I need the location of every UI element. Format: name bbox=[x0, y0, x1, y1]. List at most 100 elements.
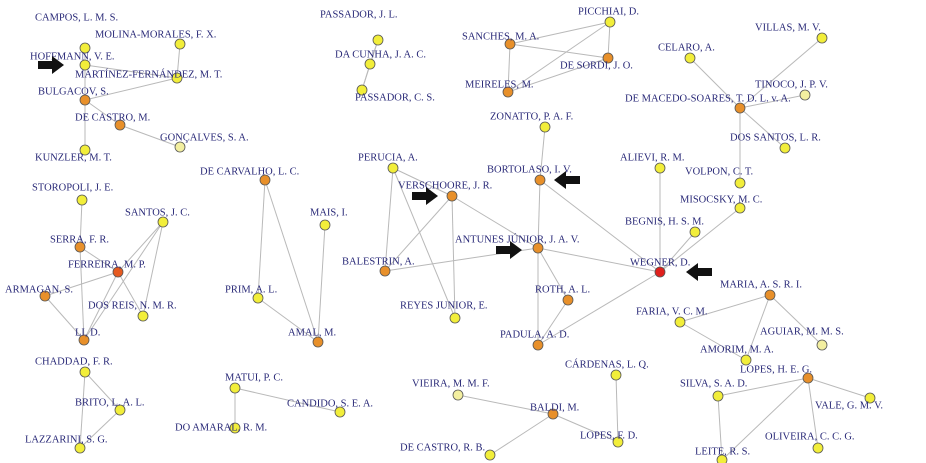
edge bbox=[257, 297, 319, 343]
node-label: PASSADOR, C. S. bbox=[355, 92, 435, 103]
node bbox=[334, 406, 346, 418]
edge bbox=[552, 413, 619, 443]
node bbox=[604, 16, 616, 28]
edge bbox=[607, 21, 611, 59]
node bbox=[547, 408, 559, 420]
node-label: WEGNER, D. bbox=[630, 257, 690, 268]
node bbox=[76, 194, 88, 206]
node-label: CÁRDENAS, L. Q. bbox=[565, 358, 649, 370]
node bbox=[372, 34, 384, 46]
node-label: MAIS, I. bbox=[310, 207, 348, 218]
edge bbox=[507, 43, 511, 93]
edge bbox=[739, 37, 823, 109]
node bbox=[174, 38, 186, 50]
node bbox=[114, 119, 126, 131]
node-label: PERUCIA, A. bbox=[358, 152, 418, 163]
edge bbox=[176, 43, 181, 79]
edge bbox=[84, 99, 121, 126]
edge bbox=[119, 124, 181, 148]
arrow bbox=[496, 241, 522, 259]
node bbox=[379, 265, 391, 277]
node bbox=[654, 162, 666, 174]
node-label: PASSADOR, J. L. bbox=[320, 9, 398, 20]
edge bbox=[79, 199, 83, 248]
node-label: MATUI, P. C. bbox=[225, 372, 283, 383]
edge bbox=[384, 167, 394, 272]
edge bbox=[79, 371, 86, 449]
node bbox=[484, 449, 496, 461]
edge bbox=[659, 231, 696, 273]
node-label: STOROPOLI, J. E. bbox=[32, 182, 113, 193]
node bbox=[812, 442, 824, 454]
edge bbox=[507, 57, 609, 93]
node-label: VILLAS, M. V. bbox=[755, 22, 821, 33]
node-label: KUNZLER, M. T. bbox=[35, 152, 112, 163]
node-label: CHADDAD, F. R. bbox=[35, 356, 113, 367]
node-label: VOLPON, C. T. bbox=[685, 166, 753, 177]
edge bbox=[807, 377, 871, 399]
node bbox=[532, 242, 544, 254]
node bbox=[799, 89, 811, 101]
node-label: VIEIRA, M. M. F. bbox=[412, 378, 490, 389]
node bbox=[312, 336, 324, 348]
node-label: ALIEVI, R. M. bbox=[620, 152, 684, 163]
node-label: DE MACEDO-SOARES, T. D. L. v. A. bbox=[625, 93, 791, 104]
node-label: BALESTRIN, A. bbox=[342, 256, 415, 267]
node-label: AMAL, M. bbox=[288, 327, 336, 338]
arrows bbox=[38, 56, 712, 281]
node-label: ANTUNES JÚNIOR, J. A. V. bbox=[455, 233, 579, 245]
node bbox=[716, 454, 728, 463]
node-label: ROTH, A. L. bbox=[535, 284, 590, 295]
edge bbox=[392, 167, 456, 319]
node bbox=[74, 442, 86, 454]
node bbox=[229, 382, 241, 394]
node-label: TINOCO, J. P. V. bbox=[755, 79, 828, 90]
node bbox=[174, 141, 186, 153]
node bbox=[387, 162, 399, 174]
node-label: SILVA, S. A. D. bbox=[680, 378, 747, 389]
node-label: AGUIAR, M. M. S. bbox=[760, 326, 844, 337]
node bbox=[137, 310, 149, 322]
edge bbox=[392, 167, 453, 197]
node bbox=[79, 144, 91, 156]
node bbox=[712, 390, 724, 402]
edge bbox=[83, 221, 164, 341]
node bbox=[562, 294, 574, 306]
node-label: DOS SANTOS, L. R. bbox=[730, 132, 821, 143]
node-label: MARTÍNEZ-FERNÁNDEZ, M. T. bbox=[75, 68, 222, 80]
node-label: FERREIRA, M. P. bbox=[68, 259, 146, 270]
edge bbox=[117, 221, 164, 273]
edge bbox=[769, 294, 823, 346]
edge bbox=[79, 246, 119, 273]
edges bbox=[44, 21, 871, 461]
node bbox=[229, 422, 241, 434]
node-label: LEITE, R. S. bbox=[695, 446, 750, 457]
node-label: REYES JUNIOR, E. bbox=[400, 300, 488, 311]
node bbox=[259, 174, 271, 186]
edge bbox=[264, 179, 319, 343]
node bbox=[864, 392, 876, 404]
node bbox=[816, 32, 828, 44]
edge bbox=[44, 295, 85, 341]
node bbox=[734, 177, 746, 189]
node bbox=[502, 86, 514, 98]
edge bbox=[807, 377, 819, 449]
edge bbox=[509, 43, 609, 59]
node-label: LAZZARINI, S. G. bbox=[25, 434, 108, 445]
node bbox=[816, 339, 828, 351]
node-label: MOLINA-MORALES, F. X. bbox=[95, 29, 216, 40]
node-label: VALE, G. M. V. bbox=[815, 400, 883, 411]
node-label: BEGNIS, H. S. M. bbox=[625, 216, 704, 227]
node bbox=[112, 266, 124, 278]
node-label: ZONATTO, P. A. F. bbox=[490, 111, 573, 122]
node-label: CANDIDO, S. E. A. bbox=[287, 398, 373, 409]
node bbox=[319, 219, 331, 231]
edge bbox=[717, 377, 809, 397]
node bbox=[157, 216, 169, 228]
edge bbox=[679, 321, 747, 361]
node-label: MISOCSKY, M. C. bbox=[680, 194, 762, 205]
node-label: DOS REIS, N. M. R. bbox=[88, 300, 177, 311]
node-label: BULGACOV, S. bbox=[38, 86, 109, 97]
edge bbox=[539, 126, 546, 181]
node bbox=[74, 241, 86, 253]
